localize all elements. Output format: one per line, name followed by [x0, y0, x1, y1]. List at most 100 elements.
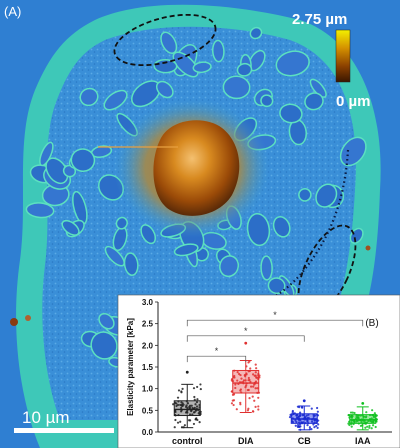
data-point	[296, 413, 299, 416]
data-point	[302, 417, 305, 420]
data-point	[362, 415, 365, 418]
data-point	[349, 411, 353, 414]
data-point	[347, 414, 350, 417]
vacuole	[155, 80, 174, 99]
data-point	[191, 413, 194, 416]
data-point	[180, 390, 183, 393]
data-point	[250, 385, 253, 388]
scale-bar: 10 µm	[14, 408, 114, 433]
data-point	[233, 369, 236, 372]
data-point	[368, 424, 371, 427]
data-point	[176, 396, 180, 399]
data-point	[234, 383, 237, 386]
data-point	[176, 421, 180, 424]
data-point	[254, 382, 257, 385]
data-point	[256, 391, 259, 394]
data-point	[255, 376, 258, 379]
significance-star: *	[215, 346, 219, 356]
data-point	[230, 390, 233, 393]
data-point	[293, 412, 296, 415]
data-point	[372, 414, 375, 417]
data-point	[199, 410, 202, 413]
vacuole	[153, 59, 178, 74]
data-point	[364, 426, 367, 429]
data-point	[350, 422, 353, 426]
vacuole	[173, 243, 199, 257]
data-point	[368, 426, 371, 429]
vacuole	[249, 26, 263, 40]
data-point	[246, 388, 249, 392]
data-point	[193, 398, 196, 401]
data-point	[302, 421, 305, 424]
data-point	[180, 409, 183, 412]
box-CB	[288, 399, 320, 431]
panel-b-label: (B)	[365, 318, 378, 329]
data-point	[257, 396, 260, 399]
data-point	[191, 406, 194, 410]
data-point	[257, 405, 260, 408]
data-point	[296, 423, 300, 427]
colorbar-gradient	[335, 29, 351, 83]
data-point	[315, 424, 318, 428]
data-point	[192, 422, 196, 426]
vacuole	[115, 216, 128, 230]
vacuole	[260, 255, 273, 281]
data-point	[350, 419, 353, 422]
data-point	[255, 367, 258, 370]
data-point	[315, 421, 318, 425]
vacuole	[79, 87, 99, 107]
data-point	[245, 365, 248, 368]
data-point	[233, 374, 236, 378]
vacuole	[90, 331, 118, 360]
vacuole	[192, 61, 212, 74]
data-point	[310, 418, 314, 421]
data-point	[302, 413, 306, 417]
data-point	[300, 421, 303, 424]
y-tick-label: 2.0	[142, 341, 154, 350]
data-point	[359, 414, 362, 417]
data-point	[360, 420, 363, 424]
data-point	[254, 405, 257, 408]
vacuole	[298, 187, 312, 202]
colorbar: 2.75 µm 0 µm	[292, 11, 371, 110]
data-point	[242, 380, 245, 383]
max-point	[361, 402, 365, 405]
y-tick-label: 1.5	[142, 363, 154, 372]
data-point	[256, 387, 259, 390]
data-point	[181, 387, 184, 390]
vacuole	[140, 224, 157, 245]
panel-b: (B) 0.0 0.5 1.0 1.5 2.0 2.5 3.0 Elasticity para…	[117, 294, 400, 448]
data-point	[195, 405, 199, 408]
data-point	[306, 419, 309, 422]
colorbar-max-label: 2.75 µm	[292, 11, 347, 28]
data-point	[298, 406, 301, 409]
y-tick-label: 2.5	[142, 320, 154, 329]
data-point	[177, 400, 180, 403]
data-point	[180, 406, 183, 410]
data-point	[174, 418, 177, 422]
max-point	[302, 399, 306, 403]
data-point	[351, 411, 354, 414]
data-point	[367, 419, 370, 423]
data-point	[249, 367, 252, 370]
data-point	[194, 408, 198, 411]
data-point	[235, 408, 238, 411]
vacuole	[211, 39, 225, 63]
data-point	[196, 408, 200, 412]
data-point	[174, 414, 177, 417]
data-point	[236, 379, 239, 382]
data-point	[179, 403, 182, 407]
data-point	[289, 413, 292, 416]
data-point	[316, 406, 319, 410]
vacuole	[246, 212, 271, 247]
data-point	[240, 381, 243, 384]
data-point	[306, 424, 309, 427]
data-point	[307, 416, 310, 420]
data-point	[315, 413, 319, 416]
data-point	[299, 428, 302, 431]
data-point	[297, 418, 300, 421]
data-point	[366, 425, 369, 428]
vacuole	[123, 252, 139, 276]
data-point	[186, 402, 190, 405]
data-point	[359, 424, 363, 427]
